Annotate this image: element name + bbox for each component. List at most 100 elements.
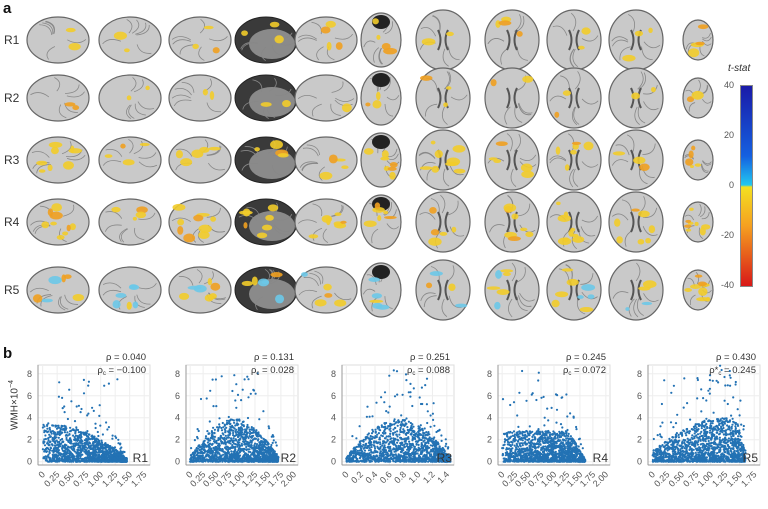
activation-blob (372, 18, 379, 25)
data-point (428, 459, 432, 462)
data-point (393, 423, 396, 426)
data-point (426, 421, 429, 425)
data-point (370, 432, 374, 435)
data-point (238, 444, 241, 447)
data-point (374, 430, 377, 433)
data-point (394, 453, 397, 456)
data-point (57, 426, 60, 429)
data-point (397, 419, 400, 422)
data-point (61, 455, 64, 458)
data-point (400, 420, 403, 424)
data-point (212, 446, 215, 449)
activation-blob (520, 163, 533, 172)
data-point (219, 435, 222, 438)
activation-blob (202, 88, 208, 96)
data-point (109, 447, 112, 450)
activation-blob (241, 30, 248, 36)
data-point (69, 458, 72, 461)
data-point (407, 436, 410, 439)
data-point (372, 441, 376, 444)
data-point (394, 460, 397, 463)
data-point (358, 457, 361, 460)
data-point (61, 407, 64, 410)
data-point (386, 452, 389, 456)
rho-c-label: ρc = −0.100 (97, 365, 146, 377)
data-point (78, 452, 81, 455)
data-point (265, 451, 268, 454)
data-point (53, 436, 57, 439)
data-point (269, 445, 272, 448)
data-point (392, 428, 395, 431)
activation-blob (212, 47, 220, 54)
data-point (270, 453, 273, 456)
data-point (379, 450, 382, 453)
activation-blob (650, 87, 656, 93)
data-point (222, 437, 225, 440)
data-point (77, 404, 80, 407)
data-point (105, 449, 108, 452)
data-point (248, 441, 251, 444)
data-point (252, 454, 255, 457)
data-point (235, 456, 238, 459)
data-point (257, 431, 260, 434)
data-point (366, 458, 369, 461)
activation-blob (254, 147, 260, 152)
activation-blob (685, 219, 692, 224)
x-tick-label: 0 (184, 469, 195, 480)
activation-blob (104, 154, 113, 158)
data-point (253, 437, 256, 440)
colorbar-tick: -20 (720, 230, 734, 240)
data-point (395, 448, 398, 451)
data-point (49, 435, 52, 438)
data-point (80, 432, 83, 435)
data-point (412, 429, 415, 432)
activation-blob (208, 146, 221, 151)
data-point (258, 441, 261, 444)
activation-blob (126, 95, 132, 101)
data-point (421, 446, 424, 449)
data-point (49, 460, 52, 463)
activation-blob (301, 272, 308, 277)
data-point (426, 410, 429, 413)
data-point (51, 444, 54, 447)
data-point (247, 378, 250, 381)
data-point (41, 448, 45, 451)
activation-blob (694, 274, 703, 278)
activation-blob (135, 211, 147, 219)
activation-blob (445, 86, 452, 90)
activation-blob (308, 234, 319, 239)
data-point (253, 452, 256, 455)
data-point (372, 454, 375, 457)
data-point (91, 435, 94, 438)
data-point (72, 447, 75, 450)
data-point (220, 429, 224, 432)
data-point (119, 447, 122, 450)
y-tick-label: 4 (331, 413, 336, 423)
panel-b-label: b (3, 345, 13, 362)
data-point (64, 434, 67, 437)
activation-blob (48, 141, 63, 148)
data-point (205, 455, 208, 458)
data-point (435, 430, 438, 434)
data-point (63, 405, 66, 408)
activation-blob (56, 235, 65, 240)
data-point (386, 460, 389, 463)
data-point (70, 447, 73, 450)
data-point (213, 435, 216, 438)
data-point (121, 456, 124, 459)
activation-blob (139, 142, 150, 147)
brain-slice (98, 136, 162, 184)
data-point (228, 447, 231, 450)
data-point (271, 441, 274, 444)
activation-blob (685, 228, 692, 232)
activation-blob (421, 38, 436, 46)
data-point (43, 444, 47, 447)
data-point (394, 444, 397, 447)
activation-blob (648, 27, 653, 34)
row-label-R2: R2 (4, 91, 20, 105)
data-point (521, 369, 524, 373)
data-point (374, 457, 377, 460)
data-point (99, 424, 102, 427)
data-point (207, 460, 210, 463)
data-point (100, 450, 103, 453)
